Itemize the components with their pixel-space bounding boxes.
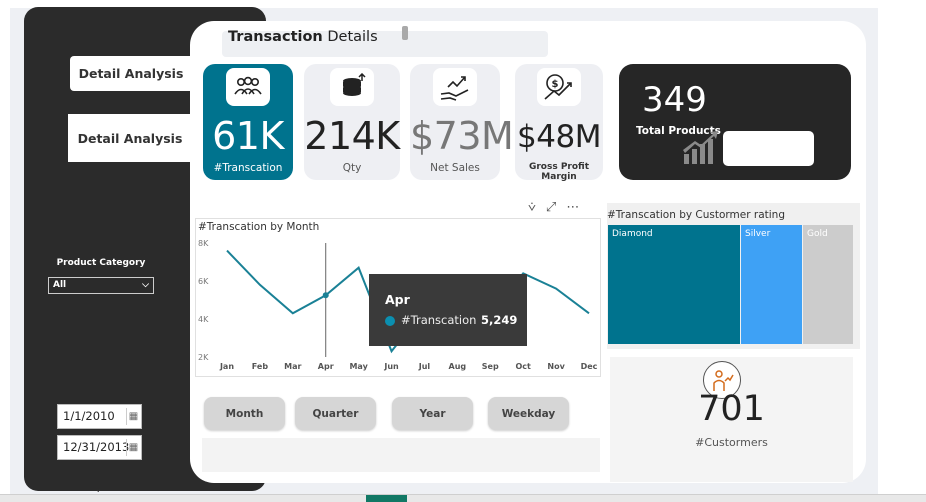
hand-growth-icon <box>433 68 477 106</box>
chevron-down-icon[interactable]: ˅ <box>96 490 101 500</box>
focus-mode-icon[interactable]: ⤢ <box>545 200 557 215</box>
scroll-handle[interactable] <box>402 26 408 40</box>
products-placeholder-box <box>723 131 814 166</box>
product-category-value: All <box>53 280 67 290</box>
empty-visual-area <box>202 438 600 472</box>
page-title-rest: Details <box>322 29 378 45</box>
people-icon <box>226 68 270 106</box>
filter-icon[interactable]: ⩒ <box>528 200 536 215</box>
page-title-bold: Transaction <box>228 29 323 45</box>
x-tick-label: Apr <box>318 362 334 371</box>
customer-growth-icon <box>703 361 741 399</box>
tooltip-month: Apr <box>385 292 410 307</box>
product-category-dropdown[interactable]: All ⌵ <box>48 277 154 294</box>
treemap-cell-diamond[interactable]: Diamond <box>608 225 740 344</box>
kpi-transactions-card[interactable]: 61K #Transcation <box>203 64 293 180</box>
active-page-tab[interactable] <box>366 495 407 502</box>
x-tick-label: Dec <box>581 362 598 371</box>
calendar-icon[interactable]: ▦ <box>126 439 140 456</box>
year-button[interactable]: Year <box>392 397 473 430</box>
x-tick-label: Oct <box>515 362 531 371</box>
detail-analysis-button-2[interactable]: Detail Analysis <box>68 114 192 162</box>
chevron-down-icon: ⌵ <box>142 280 149 290</box>
weekday-button[interactable]: Weekday <box>488 397 569 430</box>
series-dot-icon <box>385 316 395 326</box>
total-products-label: Total Products <box>636 125 721 137</box>
y-tick-label: 2K <box>198 353 209 362</box>
data-point[interactable] <box>322 292 329 299</box>
rating-chart-title: #Transcation by Custormer rating <box>607 209 785 221</box>
svg-text:$: $ <box>552 79 559 90</box>
line-chart-title: #Transcation by Month <box>198 221 320 233</box>
treemap-cell-silver[interactable]: Silver <box>741 225 802 344</box>
dollar-growth-icon: $ <box>537 68 581 106</box>
y-tick-label: 6K <box>198 277 209 286</box>
coins-icon <box>330 68 374 106</box>
y-tick-label: 8K <box>198 239 209 248</box>
kpi-net-sales-card[interactable]: $73M Net Sales <box>410 64 514 180</box>
chart-tooltip: Apr #Transcation 5,249 <box>369 274 527 346</box>
kpi-label: #Transcation <box>213 162 283 174</box>
start-date-value: 1/1/2010 <box>63 409 115 423</box>
quarter-button[interactable]: Quarter <box>295 397 376 430</box>
page-title: Transaction Details <box>222 29 548 57</box>
x-tick-label: Jul <box>418 362 431 371</box>
kpi-value: 61K <box>212 114 284 158</box>
treemap-label: Diamond <box>612 229 653 239</box>
visual-toolbar: ⩒ ⤢ ⋯ <box>528 200 579 215</box>
kpi-value: $73M <box>410 114 514 158</box>
x-tick-label: Feb <box>252 362 269 371</box>
customers-value: 701 <box>698 389 765 429</box>
bar-growth-icon <box>683 131 718 164</box>
x-tick-label: May <box>349 362 368 371</box>
detail-analysis-button-1[interactable]: Detail Analysis <box>70 56 192 91</box>
kpi-qty-card[interactable]: 214K Qty <box>304 64 400 180</box>
tooltip-series: #Transcation <box>401 313 477 327</box>
customers-card: 701 #Custormers <box>610 357 853 482</box>
customers-label: #Custormers <box>695 436 768 449</box>
calendar-icon[interactable]: ▦ <box>126 408 140 425</box>
end-date-value: 12/31/2013 <box>63 440 130 454</box>
month-button[interactable]: Month <box>204 397 285 430</box>
treemap-cell-gold[interactable]: Gold <box>803 225 853 344</box>
x-tick-label: Nov <box>547 362 565 371</box>
kpi-value: 214K <box>304 114 400 158</box>
x-tick-label: Jan <box>219 362 234 371</box>
page-tabs-strip: ˅ <box>0 490 926 502</box>
x-tick-label: Mar <box>284 362 301 371</box>
more-options-icon[interactable]: ⋯ <box>566 200 580 215</box>
kpi-value: $48M <box>517 119 601 155</box>
x-tick-label: Jun <box>383 362 399 371</box>
kpi-label: Qty <box>342 162 362 174</box>
total-products-card: 349 Total Products <box>619 64 851 180</box>
total-products-value: 349 <box>642 80 707 120</box>
start-date-input[interactable]: 1/1/2010 ▦ <box>57 404 142 429</box>
treemap-label: Gold <box>807 229 828 239</box>
x-tick-label: Aug <box>449 362 467 371</box>
tooltip-value: 5,249 <box>481 313 518 327</box>
kpi-label: Gross Profit Margin <box>528 162 590 182</box>
treemap-label: Silver <box>745 229 771 239</box>
y-tick-label: 4K <box>198 315 209 324</box>
end-date-input[interactable]: 12/31/2013 ▦ <box>57 435 142 460</box>
product-category-label: Product Category <box>56 258 146 268</box>
x-tick-label: Sep <box>482 362 499 371</box>
kpi-label: Net Sales <box>430 162 480 174</box>
kpi-gross-profit-card[interactable]: $ $48M Gross Profit Margin <box>515 64 603 182</box>
